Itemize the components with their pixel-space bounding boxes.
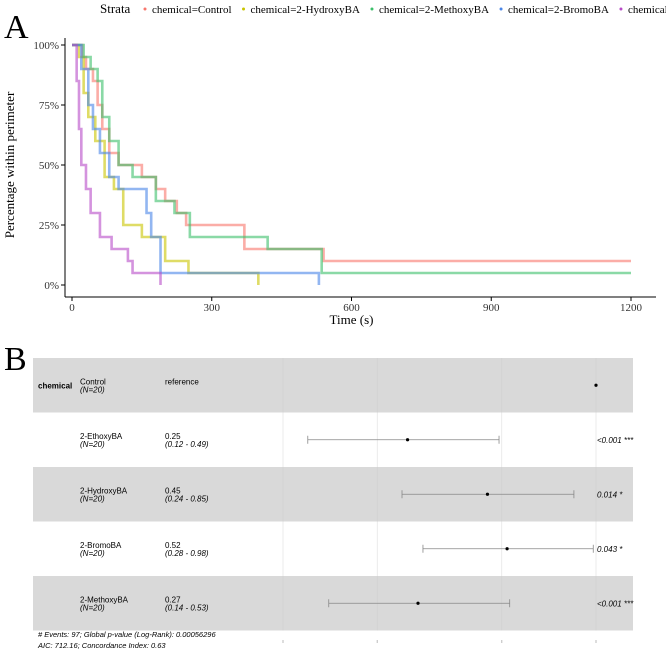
y-tick-label: 25% (39, 220, 59, 232)
panel-label: B (4, 341, 27, 378)
ci-label: (0.14 - 0.53) (165, 603, 209, 612)
legend-swatch (143, 7, 147, 11)
p-label: <0.001 *** (597, 436, 634, 445)
hazard-ratio-point (405, 438, 410, 442)
legend-label: chemical=2-EthoxyBA (628, 4, 666, 16)
y-tick-label: 100% (33, 40, 59, 52)
p-label: 0.014 * (597, 490, 623, 499)
level-label: 2-HydroxyBA (80, 486, 128, 495)
y-tick-label: 50% (39, 160, 59, 172)
estimate-label: reference (165, 377, 199, 386)
hazard-ratio-point (594, 383, 598, 387)
legend-label: chemical=2-BromoBA (508, 4, 609, 16)
x-tick-label: 900 (483, 302, 500, 314)
ci-label: (0.12 - 0.49) (165, 440, 209, 449)
p-label: 0.043 * (597, 545, 623, 554)
legend-swatch (370, 7, 374, 11)
hazard-ratio-point (416, 601, 420, 605)
ci-label: (0.24 - 0.85) (165, 494, 209, 503)
survival-curve (72, 43, 631, 275)
x-tick-label: 0 (69, 302, 75, 314)
level-label: Control (80, 377, 106, 386)
n-label: (N=20) (80, 549, 105, 558)
p-label: <0.001 *** (597, 599, 634, 608)
variable-label: chemical (38, 381, 72, 390)
n-label: (N=20) (80, 385, 105, 394)
estimate-label: 0.27 (165, 595, 181, 604)
footnote: # Events: 97; Global p-value (Log-Rank):… (38, 630, 216, 639)
survival-curve (72, 43, 162, 285)
footnote: AIC: 712.16; Concordance Index: 0.63 (37, 641, 166, 650)
level-label: 2-BromoBA (80, 541, 122, 550)
y-tick-label: 0% (44, 280, 59, 292)
legend-label: chemical=2-HydroxyBA (251, 4, 361, 16)
legend-label: chemical=2-MethoxyBA (379, 4, 489, 16)
n-label: (N=20) (80, 440, 105, 449)
survival-curve (72, 43, 631, 263)
legend-swatch (499, 7, 503, 11)
legend-title: Strata (100, 1, 131, 16)
survival-curve (72, 43, 321, 285)
estimate-label: 0.25 (165, 432, 181, 441)
estimate-label: 0.45 (165, 486, 181, 495)
x-tick-label: 300 (204, 302, 221, 314)
ci-label: (0.28 - 0.98) (165, 549, 209, 558)
legend-label: chemical=Control (152, 4, 232, 16)
x-tick-label: 1200 (620, 302, 643, 314)
x-axis-title: Time (s) (330, 312, 374, 327)
hazard-ratio-point (505, 547, 509, 551)
y-tick-label: 75% (39, 100, 59, 112)
legend-swatch (619, 7, 623, 11)
legend-swatch (242, 7, 246, 11)
x-tick-label: 600 (343, 302, 360, 314)
n-label: (N=20) (80, 494, 105, 503)
hazard-ratio-point (485, 492, 490, 496)
y-axis-title: Percentage within perimeter (2, 91, 17, 238)
n-label: (N=20) (80, 603, 105, 612)
row-background (33, 358, 633, 413)
level-label: 2-MethoxyBA (80, 595, 129, 604)
level-label: 2-EthoxyBA (80, 432, 123, 441)
estimate-label: 0.52 (165, 541, 181, 550)
panel-label: A (4, 9, 29, 46)
